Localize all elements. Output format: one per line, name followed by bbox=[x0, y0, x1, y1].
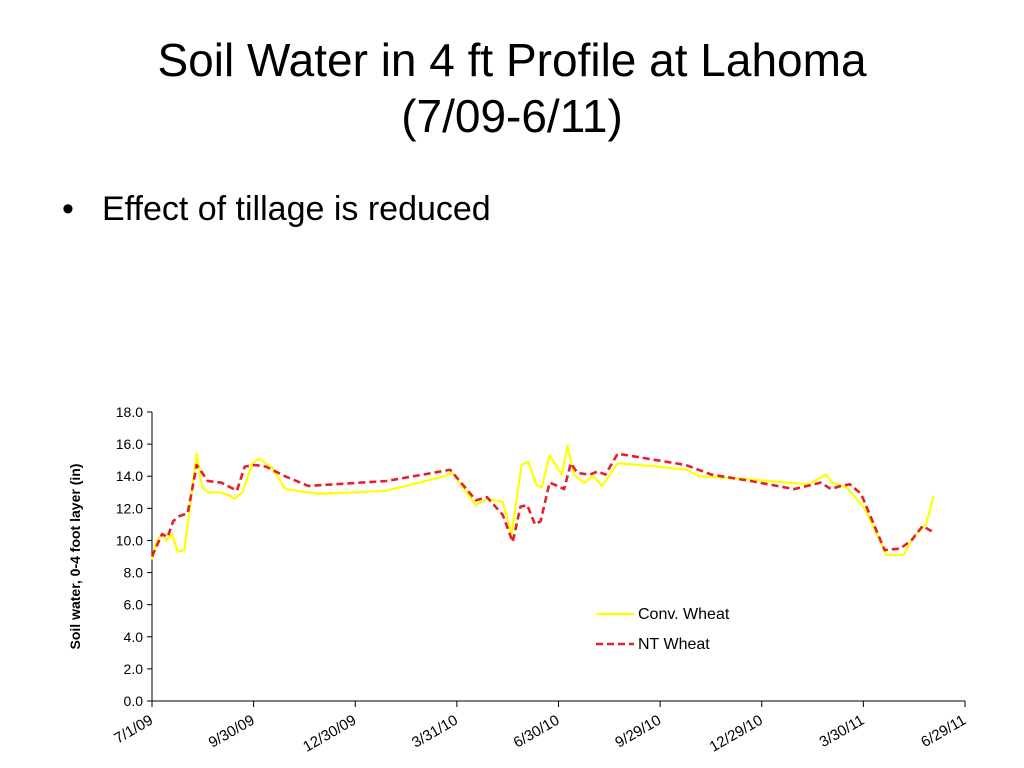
x-tick-label: 9/30/09 bbox=[206, 712, 258, 752]
x-tick-label: 3/30/11 bbox=[816, 712, 867, 751]
bullet-text: Effect of tillage is reduced bbox=[102, 190, 491, 228]
y-tick-label: 10.0 bbox=[116, 532, 143, 548]
legend-label: Conv. Wheat bbox=[638, 606, 730, 623]
x-tick-label: 12/30/09 bbox=[300, 712, 359, 756]
y-tick-label: 18.0 bbox=[116, 404, 143, 420]
series-line-conv-wheat bbox=[150, 444, 935, 560]
slide-title-line-2: (7/09-6/11) bbox=[401, 90, 623, 142]
x-tick-label: 6/29/11 bbox=[918, 712, 969, 751]
y-tick-label: 8.0 bbox=[124, 565, 144, 581]
x-tick-label: 6/30/10 bbox=[511, 712, 563, 752]
y-axis-title: Soil water, 0-4 foot layer (in) bbox=[67, 464, 83, 650]
x-tick-label: 9/29/10 bbox=[612, 712, 664, 752]
y-tick-label: 14.0 bbox=[116, 468, 143, 484]
x-tick-label: 12/29/10 bbox=[707, 712, 766, 756]
y-tick-label: 4.0 bbox=[124, 629, 144, 645]
y-tick-label: 2.0 bbox=[124, 661, 144, 677]
y-tick-label: 6.0 bbox=[124, 597, 144, 613]
y-tick-label: 0.0 bbox=[124, 693, 144, 709]
soil-water-chart: 0.0 2.0 4.0 6.0 8.0 10.0 12.0 14.0 16.0 18.0 Soil … bbox=[67, 404, 969, 756]
bullet-list: • Effect of tillage is reduced bbox=[62, 190, 491, 229]
y-tick-label: 12.0 bbox=[116, 500, 143, 516]
x-tick-label: 7/1/09 bbox=[111, 712, 156, 748]
y-tick-label: 16.0 bbox=[116, 436, 143, 452]
slide-title-line-1: Soil Water in 4 ft Profile at Lahoma bbox=[157, 34, 867, 86]
bullet-marker: • bbox=[62, 190, 74, 228]
slide-title: Soil Water in 4 ft Profile at Lahoma (7/… bbox=[40, 32, 984, 144]
x-tick-label: 3/31/10 bbox=[409, 712, 461, 752]
bullet-item: • Effect of tillage is reduced bbox=[62, 190, 491, 229]
series-line-nt-wheat bbox=[150, 452, 935, 558]
legend-label: NT Wheat bbox=[638, 636, 710, 653]
